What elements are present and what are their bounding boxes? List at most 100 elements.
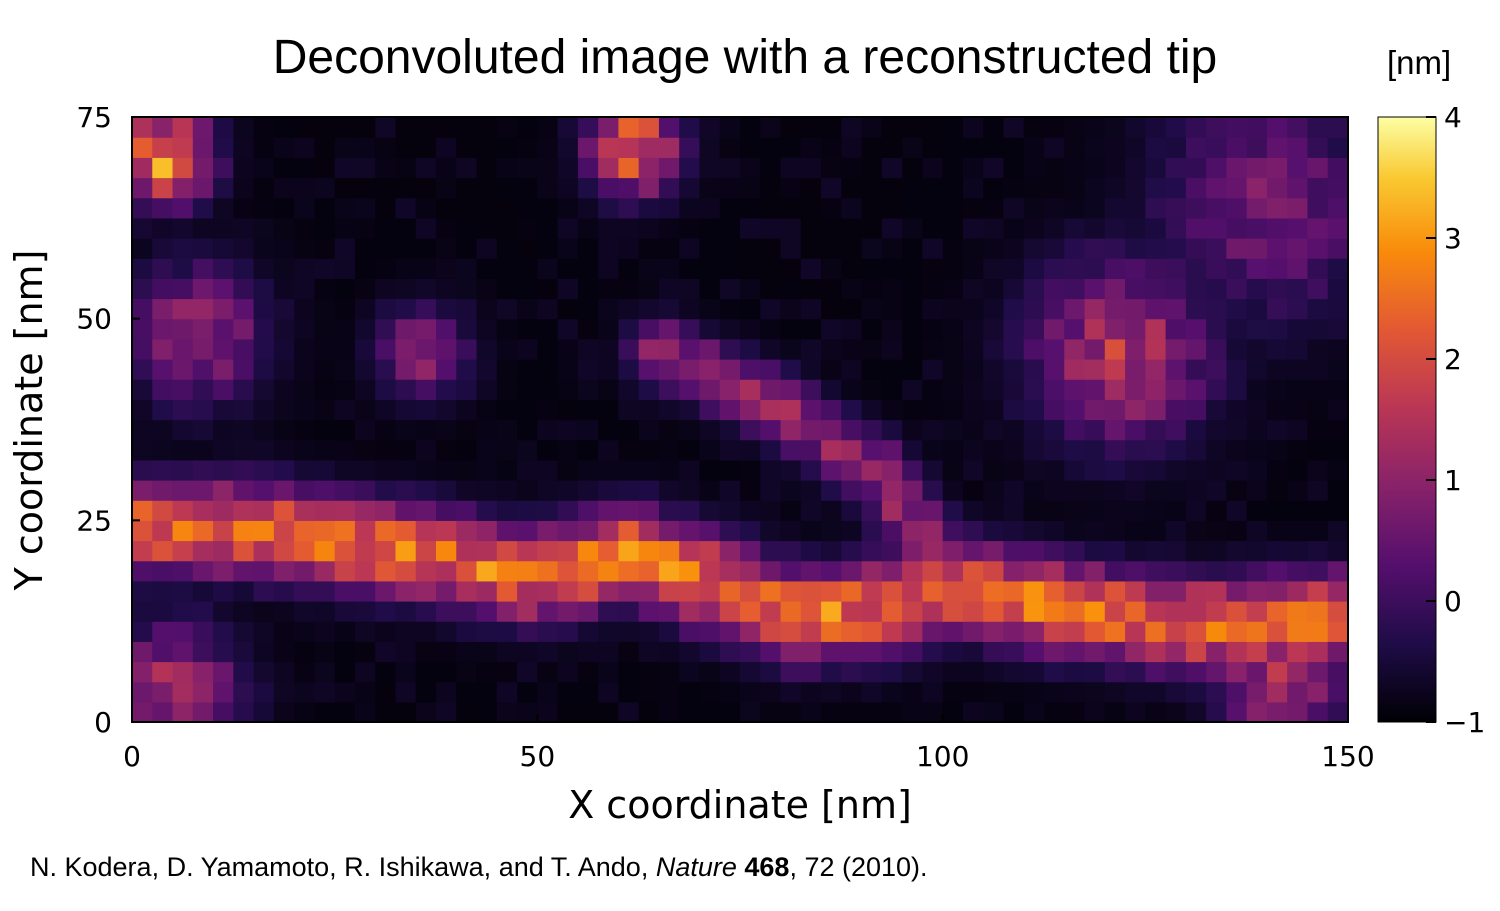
heatmap-cell [395,419,417,441]
heatmap-cell [172,459,194,481]
heatmap-cell [821,500,842,521]
heatmap-cell [881,338,903,360]
heatmap-cell [638,419,660,441]
heatmap-cell [1165,480,1187,501]
heatmap-cell [841,177,863,199]
heatmap-cell [395,480,417,501]
heatmap-cell [1145,419,1167,441]
heatmap-cell [1307,480,1329,501]
heatmap-cell [1084,298,1106,320]
heatmap-cell [658,560,680,582]
heatmap-cell [740,298,761,320]
heatmap-cell [1084,701,1106,723]
heatmap-cell [1145,338,1167,360]
heatmap-cell [1226,238,1248,259]
heatmap-cell [699,601,721,622]
heatmap-cell [517,601,538,622]
heatmap-cell [334,298,356,320]
heatmap-cell [476,480,498,501]
heatmap-cell [213,217,234,239]
heatmap-cell [132,137,153,158]
heatmap-cell [415,399,437,421]
heatmap-cell [496,238,518,259]
heatmap-cell [375,560,397,582]
heatmap-cell [537,580,559,602]
heatmap-cell [557,701,579,723]
heatmap-cell [983,661,1005,683]
heatmap-cell [740,359,761,380]
heatmap-cell [172,278,194,300]
heatmap-cell [233,298,255,320]
heatmap-cell [719,459,741,481]
heatmap-cell [719,520,741,542]
heatmap-cell [334,338,356,360]
heatmap-cell [861,480,883,501]
heatmap-cell [517,540,538,562]
heatmap-cell [314,338,336,360]
heatmap-cell [1165,681,1187,703]
heatmap-cell [152,399,174,421]
heatmap-cell [1104,621,1126,642]
heatmap-cell [213,560,234,582]
heatmap-cell [436,419,457,441]
heatmap-cell [517,580,538,602]
heatmap-cell [415,621,437,642]
heatmap-cell [780,238,802,259]
heatmap-cell [1084,137,1106,158]
heatmap-cell [334,258,356,279]
heatmap-cell [132,601,153,622]
heatmap-cell [1327,520,1349,542]
heatmap-cell [719,560,741,582]
heatmap-cell [273,601,295,622]
heatmap-cell [1287,439,1309,461]
heatmap-cell [1266,117,1288,138]
heatmap-cell [213,681,234,703]
heatmap-cell [658,399,680,421]
heatmap-cell [962,701,984,723]
heatmap-cell [902,500,923,521]
heatmap-cell [780,399,802,421]
heatmap-cell [1125,641,1146,663]
heatmap-cell [1185,661,1207,683]
heatmap-cell [1003,258,1025,279]
heatmap-cell [1023,298,1045,320]
heatmap-cell [1044,621,1065,642]
heatmap-cell [618,500,640,521]
heatmap-cell [922,258,944,279]
heatmap-cell [841,480,863,501]
heatmap-cell [780,439,802,461]
heatmap-cell [1287,399,1309,421]
heatmap-cell [354,258,376,279]
heatmap-cell [1023,459,1045,481]
heatmap-cell [1003,298,1025,320]
heatmap-cell [618,601,640,622]
heatmap-cell [1145,701,1167,723]
heatmap-cell [800,439,822,461]
heatmap-cell [192,520,214,542]
heatmap-cell [1307,338,1329,360]
heatmap-cell [1287,681,1309,703]
heatmap-cell [800,540,822,562]
heatmap-cell [719,298,741,320]
heatmap-cell [213,480,234,501]
heatmap-cell [800,197,822,219]
colorbar-tick-label: −1 [1444,706,1485,739]
heatmap-cell [760,379,782,400]
heatmap-cell [152,177,174,199]
heatmap-cell [395,540,417,562]
heatmap-cell [1206,217,1227,239]
heatmap-cell [760,117,782,138]
heatmap-cell [1145,379,1167,400]
heatmap-cell [618,580,640,602]
heatmap-cell [861,580,883,602]
heatmap-cell [496,258,518,279]
heatmap-cell [1104,480,1126,501]
heatmap-cell [881,419,903,441]
heatmap-cell [800,681,822,703]
heatmap-cell [253,217,275,239]
heatmap-cell [172,298,194,320]
heatmap-cell [1226,157,1248,179]
heatmap-cell [760,701,782,723]
heatmap-cell [172,520,194,542]
colorbar [1377,116,1437,723]
